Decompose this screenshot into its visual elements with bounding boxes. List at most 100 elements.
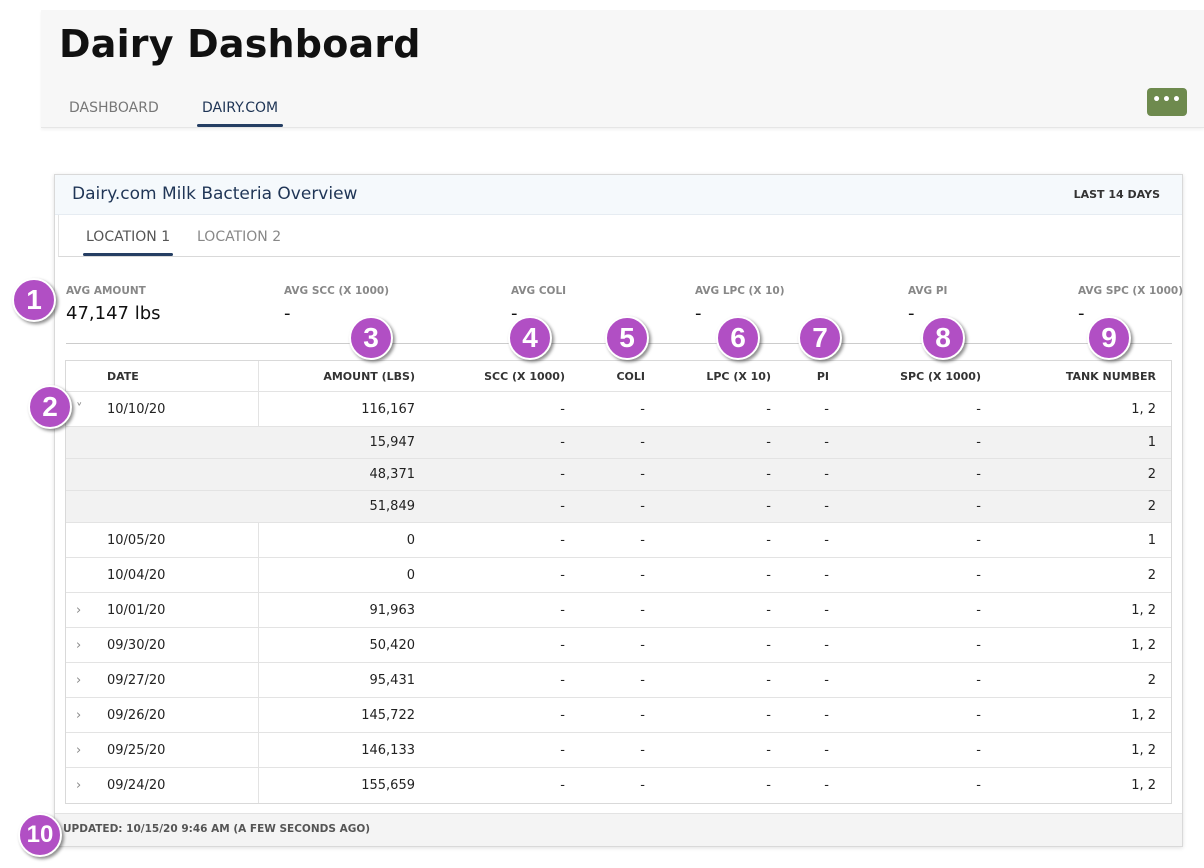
scc-cell: - — [560, 602, 565, 618]
col-header-coli[interactable]: COLI — [616, 369, 645, 383]
callout-badge: 10 — [18, 813, 62, 857]
col-header-scc[interactable]: SCC (X 1000) — [484, 369, 565, 383]
pi-cell: - — [824, 707, 829, 723]
stat-value: - — [284, 303, 291, 324]
pi-cell: - — [824, 637, 829, 653]
stat-value: - — [1078, 303, 1085, 324]
spc-cell: - — [976, 567, 981, 583]
date-cell: 09/26/20 — [107, 707, 166, 723]
stat-label: AVG AMOUNT — [66, 285, 146, 297]
table-subrow: 15,947 - - - - - 1 — [66, 427, 1171, 459]
stat-label: AVG LPC (X 10) — [695, 285, 785, 297]
chevron-right-icon[interactable]: › — [76, 672, 82, 688]
table-row: 10/05/20 0 - - - - - 1 — [66, 523, 1171, 558]
callout-badge: 8 — [921, 316, 965, 360]
coli-cell: - — [640, 401, 645, 417]
tank-number-cell: 1 — [1147, 532, 1156, 548]
col-header-amount[interactable]: AMOUNT (LBS) — [323, 369, 415, 383]
more-options-button[interactable]: ••• — [1147, 88, 1187, 116]
scc-cell: - — [560, 467, 565, 482]
chevron-right-icon[interactable]: › — [76, 707, 82, 723]
tab-dairy-com[interactable]: DAIRY.COM — [196, 100, 284, 127]
spc-cell: - — [976, 532, 981, 548]
callout-badge: 7 — [798, 316, 842, 360]
callout-badge: 3 — [349, 316, 393, 360]
pi-cell: - — [824, 401, 829, 417]
coli-cell: - — [640, 672, 645, 688]
table-row[interactable]: › 09/25/20 146,133 - - - - - 1, 2 — [66, 733, 1171, 768]
date-range-label: LAST 14 DAYS — [1073, 188, 1160, 201]
tank-number-cell: 1, 2 — [1131, 707, 1156, 723]
column-divider — [258, 698, 259, 732]
callout-badge: 2 — [28, 385, 72, 429]
scc-cell: - — [560, 672, 565, 688]
callout-badge: 5 — [605, 316, 649, 360]
chevron-right-icon[interactable]: › — [76, 637, 82, 653]
table-row[interactable]: › 09/26/20 145,722 - - - - - 1, 2 — [66, 698, 1171, 733]
table-row[interactable]: › 09/24/20 155,659 - - - - - 1, 2 — [66, 768, 1171, 803]
lpc-cell: - — [766, 637, 771, 653]
stat-value: - — [511, 303, 518, 324]
amount-cell: 0 — [406, 567, 415, 583]
amount-cell: 0 — [406, 532, 415, 548]
scc-cell: - — [560, 707, 565, 723]
bacteria-table: DATE AMOUNT (LBS) SCC (X 1000) COLI LPC … — [65, 360, 1172, 804]
chevron-right-icon[interactable]: › — [76, 778, 82, 793]
tank-number-cell: 1, 2 — [1131, 778, 1156, 793]
stat-avg-lpc: AVG LPC (X 10) - — [695, 285, 785, 324]
lpc-cell: - — [766, 602, 771, 618]
lpc-cell: - — [766, 567, 771, 583]
tab-dashboard[interactable]: DASHBOARD — [69, 100, 159, 116]
table-row[interactable]: › 09/30/20 50,420 - - - - - 1, 2 — [66, 628, 1171, 663]
amount-cell: 91,963 — [369, 602, 416, 618]
coli-cell: - — [640, 602, 645, 618]
stat-value: - — [908, 303, 915, 324]
tab-location-1[interactable]: LOCATION 1 — [82, 229, 174, 256]
column-divider — [258, 523, 259, 557]
table-row[interactable]: ˅ 10/10/20 116,167 - - - - - 1, 2 — [66, 392, 1171, 427]
stat-avg-amount: AVG AMOUNT 47,147 lbs — [66, 285, 161, 324]
coli-cell: - — [640, 532, 645, 548]
tank-number-cell: 1, 2 — [1131, 602, 1156, 618]
date-cell: 09/25/20 — [107, 742, 166, 758]
table-row: 10/04/20 0 - - - - - 2 — [66, 558, 1171, 593]
stat-value: - — [695, 303, 702, 324]
tank-number-cell: 2 — [1147, 499, 1156, 514]
chevron-down-icon[interactable]: ˅ — [76, 401, 83, 417]
column-divider — [258, 593, 259, 627]
tab-location-2[interactable]: LOCATION 2 — [197, 229, 282, 245]
lpc-cell: - — [766, 742, 771, 758]
scc-cell: - — [560, 401, 565, 417]
amount-cell: 145,722 — [361, 707, 415, 723]
table-row[interactable]: › 09/27/20 95,431 - - - - - 2 — [66, 663, 1171, 698]
card-header: Dairy.com Milk Bacteria Overview LAST 14… — [55, 175, 1182, 215]
tank-number-cell: 1, 2 — [1131, 401, 1156, 417]
chevron-right-icon[interactable]: › — [76, 602, 82, 618]
col-header-spc[interactable]: SPC (X 1000) — [900, 369, 981, 383]
pi-cell: - — [824, 499, 829, 514]
col-header-date[interactable]: DATE — [107, 369, 139, 383]
date-cell: 09/27/20 — [107, 672, 166, 688]
scc-cell: - — [560, 435, 565, 450]
table-header-row: DATE AMOUNT (LBS) SCC (X 1000) COLI LPC … — [66, 361, 1171, 392]
stat-label: AVG SPC (X 1000) — [1078, 285, 1184, 297]
coli-cell: - — [640, 499, 645, 514]
chevron-right-icon[interactable]: › — [76, 742, 82, 758]
stat-label: AVG COLI — [511, 285, 567, 297]
col-header-lpc[interactable]: LPC (X 10) — [706, 369, 771, 383]
col-header-tank-number[interactable]: TANK NUMBER — [1065, 369, 1156, 383]
spc-cell: - — [976, 742, 981, 758]
spc-cell: - — [976, 637, 981, 653]
stat-label: AVG PI — [908, 285, 948, 297]
table-row[interactable]: › 10/01/20 91,963 - - - - - 1, 2 — [66, 593, 1171, 628]
column-divider — [258, 392, 259, 426]
column-divider — [258, 663, 259, 697]
col-header-pi[interactable]: PI — [816, 369, 829, 383]
coli-cell: - — [640, 778, 645, 793]
app-title: Dairy Dashboard — [59, 22, 421, 66]
tank-number-cell: 2 — [1147, 467, 1156, 482]
scc-cell: - — [560, 637, 565, 653]
date-cell: 10/10/20 — [107, 401, 166, 417]
date-cell: 10/05/20 — [107, 532, 166, 548]
stat-avg-pi: AVG PI - — [908, 285, 947, 324]
